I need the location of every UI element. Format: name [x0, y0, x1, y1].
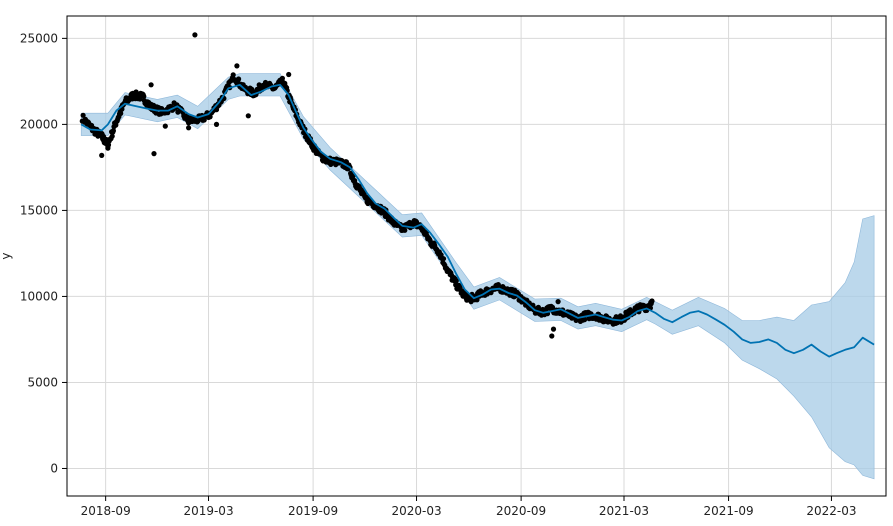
observed-point: [234, 63, 240, 69]
observed-point: [236, 76, 242, 82]
x-tick-label: 2020-09: [496, 504, 546, 518]
observed-point: [207, 114, 213, 120]
observed-point: [186, 125, 192, 131]
y-axis-ticks: 0 5000 10000 15000 20000 25000: [20, 31, 67, 475]
observed-point: [245, 113, 251, 119]
x-tick-label: 2019-03: [183, 504, 233, 518]
observed-point: [110, 128, 116, 134]
y-tick-label: 25000: [20, 31, 58, 45]
observed-point: [582, 317, 588, 323]
y-axis-label: y: [0, 252, 13, 259]
observed-point: [440, 256, 447, 262]
observed-point: [550, 326, 557, 332]
observed-point: [109, 133, 115, 139]
x-tick-label: 2018-09: [81, 504, 131, 518]
y-tick-label: 5000: [27, 375, 58, 389]
x-tick-label: 2021-09: [703, 504, 753, 518]
y-tick-label: 20000: [20, 117, 58, 131]
observed-point: [192, 32, 198, 38]
observed-point: [402, 227, 408, 233]
observed-point: [279, 75, 285, 81]
observed-point: [118, 110, 124, 116]
x-axis-ticks: 2018-09 2019-03 2019-09 2020-03 2020-09 2021-…: [81, 496, 857, 518]
x-tick-label: 2019-09: [288, 504, 338, 518]
x-gridlines: [105, 16, 832, 496]
observed-point: [358, 187, 364, 193]
uncertainty-band: [80, 73, 875, 480]
observed-point: [453, 278, 459, 284]
forecast-line: [80, 83, 875, 358]
observed-point: [80, 112, 86, 118]
x-tick-label: 2022-03: [806, 504, 856, 518]
observed-point: [141, 93, 147, 99]
observed-point: [148, 82, 154, 88]
y-gridlines: [67, 37, 886, 469]
observed-point: [213, 121, 220, 127]
y-tick-label: 0: [50, 461, 58, 475]
y-tick-label: 15000: [20, 203, 58, 217]
observed-point: [151, 151, 157, 157]
observed-point: [230, 72, 236, 78]
observed-point: [649, 298, 655, 304]
x-tick-label: 2021-03: [599, 504, 649, 518]
observed-point: [137, 96, 143, 102]
observed-point: [350, 173, 356, 179]
y-tick-label: 10000: [20, 289, 58, 303]
x-tick-label: 2020-03: [391, 504, 441, 518]
plot-frame: [66, 15, 887, 497]
observed-point: [286, 71, 292, 78]
observed-point: [549, 333, 555, 339]
observed-point: [99, 152, 105, 158]
observed-point: [555, 299, 561, 305]
observed-point: [162, 123, 168, 129]
observed-point: [105, 144, 111, 150]
observed-point: [468, 299, 474, 305]
